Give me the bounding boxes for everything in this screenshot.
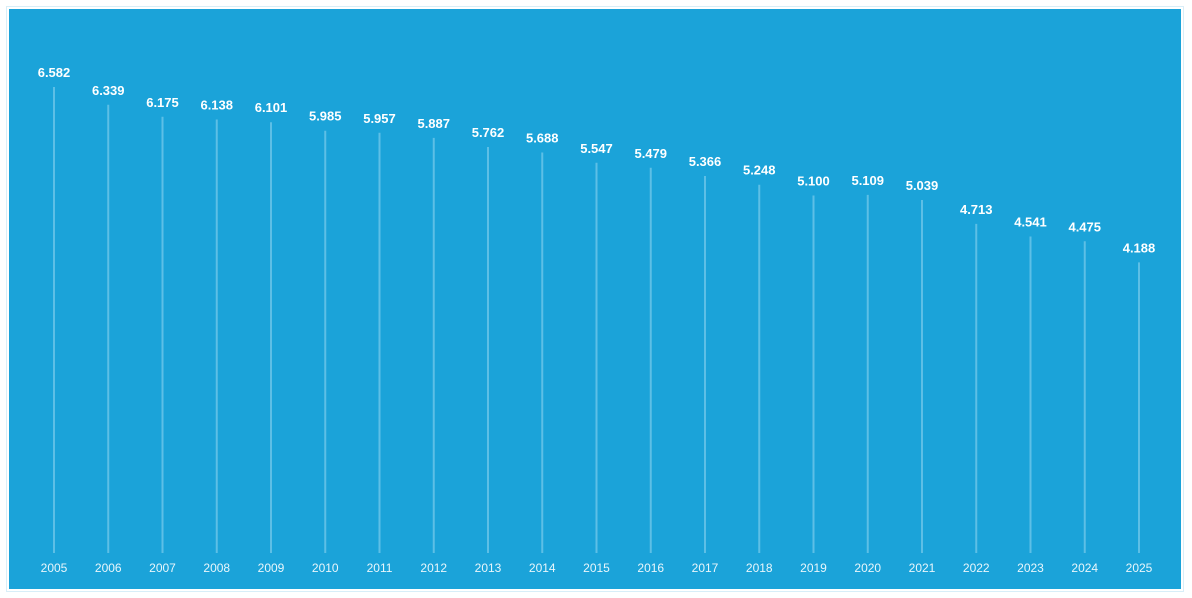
- value-label-2006: 6.339: [92, 83, 125, 98]
- x-tick-label-2015: 2015: [583, 561, 610, 575]
- x-tick-label-2023: 2023: [1017, 561, 1044, 575]
- value-label-2007: 6.175: [146, 95, 179, 110]
- value-label-2009: 6.101: [255, 100, 288, 115]
- value-label-2014: 5.688: [526, 130, 559, 145]
- x-tick-label-2024: 2024: [1071, 561, 1098, 575]
- value-label-2005: 6.582: [38, 65, 71, 80]
- x-tick-label-2005: 2005: [41, 561, 68, 575]
- x-tick-label-2025: 2025: [1126, 561, 1153, 575]
- value-label-2016: 5.479: [634, 146, 667, 161]
- value-label-2024: 4.475: [1068, 219, 1101, 234]
- value-label-2023: 4.541: [1014, 214, 1047, 229]
- x-tick-label-2016: 2016: [637, 561, 664, 575]
- x-tick-label-2021: 2021: [909, 561, 936, 575]
- value-label-2012: 5.887: [417, 116, 450, 131]
- x-tick-label-2011: 2011: [367, 561, 393, 575]
- value-label-2019: 5.100: [797, 174, 830, 189]
- x-tick-label-2010: 2010: [312, 561, 339, 575]
- value-label-2008: 6.138: [200, 98, 233, 113]
- x-tick-label-2009: 2009: [258, 561, 285, 575]
- value-label-2010: 5.985: [309, 109, 342, 124]
- value-label-2020: 5.109: [851, 173, 884, 188]
- value-label-2018: 5.248: [743, 163, 776, 178]
- x-tick-label-2008: 2008: [203, 561, 230, 575]
- x-tick-label-2014: 2014: [529, 561, 556, 575]
- value-label-2017: 5.366: [689, 154, 722, 169]
- x-tick-label-2006: 2006: [95, 561, 122, 575]
- x-tick-label-2007: 2007: [149, 561, 176, 575]
- chart-svg: 6.582 2005 6.339 2006 6.175 2007 6.138 2008 6.10…: [9, 9, 1181, 589]
- x-tick-label-2018: 2018: [746, 561, 773, 575]
- chart-frame: 6.582 2005 6.339 2006 6.175 2007 6.138 2008 6.10…: [6, 6, 1184, 592]
- value-label-2015: 5.547: [580, 141, 613, 156]
- value-label-2025: 4.188: [1123, 240, 1156, 255]
- x-tick-label-2017: 2017: [692, 561, 719, 575]
- value-label-2011: 5.957: [363, 111, 396, 126]
- value-label-2013: 5.762: [472, 125, 505, 140]
- x-tick-label-2019: 2019: [800, 561, 827, 575]
- chart-marks: 6.582 2005 6.339 2006 6.175 2007 6.138 2008 6.10…: [38, 65, 1156, 575]
- value-label-2022: 4.713: [960, 202, 993, 217]
- x-tick-label-2020: 2020: [854, 561, 881, 575]
- x-tick-label-2022: 2022: [963, 561, 990, 575]
- x-tick-label-2013: 2013: [475, 561, 502, 575]
- chart-background: [9, 9, 1181, 589]
- x-tick-label-2012: 2012: [420, 561, 447, 575]
- value-label-2021: 5.039: [906, 178, 939, 193]
